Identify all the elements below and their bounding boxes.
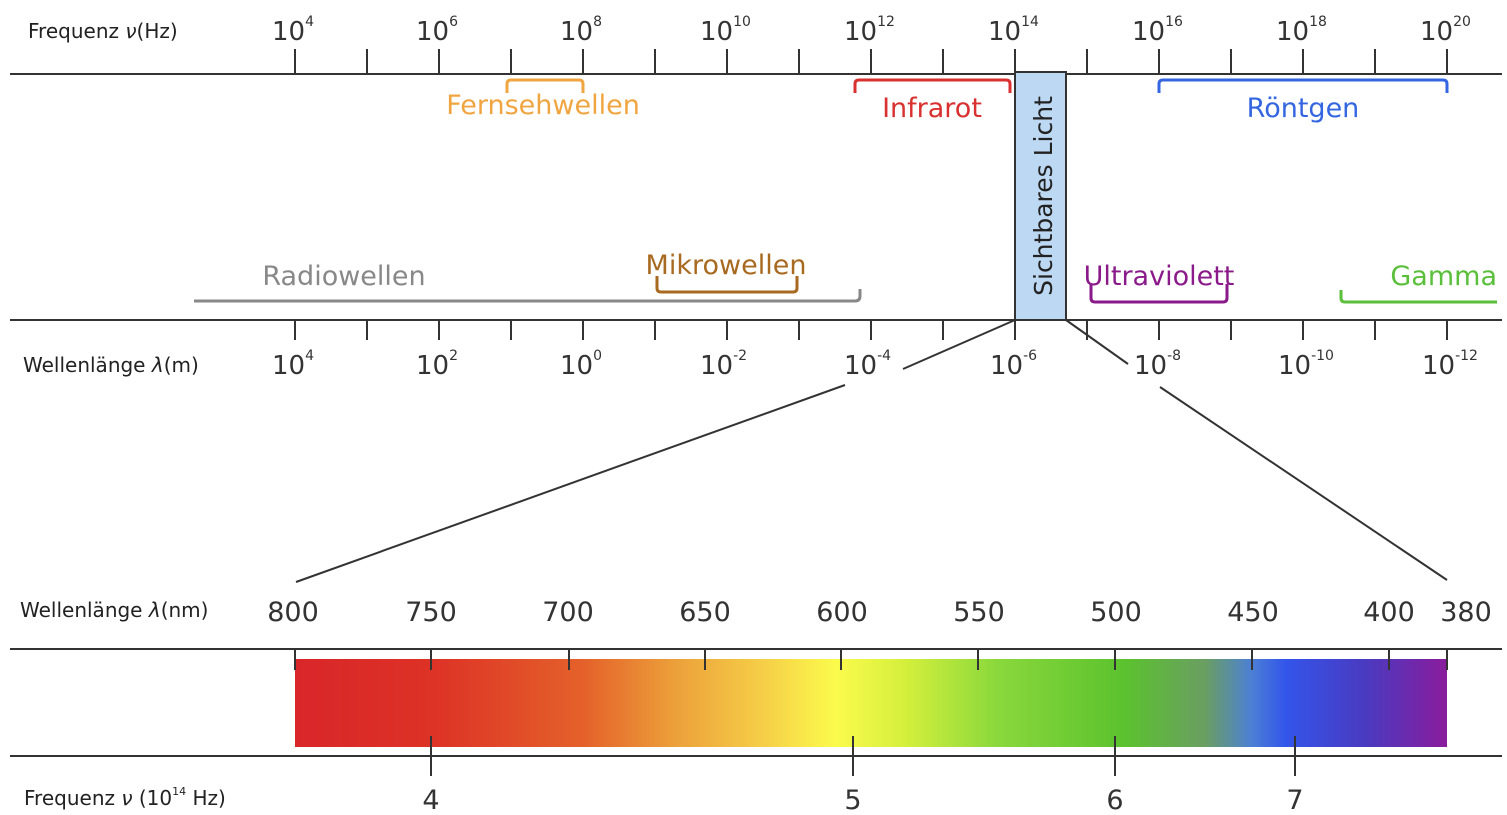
wavelength-tick-label: 10-6 <box>990 348 1037 381</box>
zoom-line-right-lower <box>1159 386 1448 581</box>
zoom-line-left-lower <box>295 384 846 583</box>
wavelength-tick-label: 10-8 <box>1134 348 1181 381</box>
nm-tick-label: 600 <box>816 597 868 628</box>
roentgen-label: Röntgen <box>1247 93 1360 124</box>
visible-frequency-tick-label: 4 <box>422 785 439 815</box>
visible-frequency-tick-label: 7 <box>1286 785 1303 815</box>
frequency-tick-label: 106 <box>416 14 458 47</box>
wavelength-ticks <box>294 320 1448 340</box>
wavelength-tick-label: 100 <box>560 348 602 381</box>
nm-tick-label: 400 <box>1363 597 1415 628</box>
ultraviolett-label: Ultraviolett <box>1084 261 1235 292</box>
visible-frequency-tick-label: 5 <box>844 785 861 815</box>
wavelength-tick-label: 10-4 <box>844 348 891 381</box>
fernsehwellen-bracket <box>505 78 585 93</box>
frequency-tick-labels: 104 106 108 1010 1012 1014 1016 1018 102… <box>272 14 1471 47</box>
frequency-tick-label: 1020 <box>1420 14 1471 47</box>
radiowellen-line <box>194 289 862 303</box>
frequency-tick-label: 1018 <box>1276 14 1327 47</box>
wavelength-tick-label: 102 <box>416 348 458 381</box>
visible-frequency-axis-title: Frequenz ν (1014 Hz) <box>24 785 226 810</box>
nm-tick-label: 650 <box>679 597 731 628</box>
visible-light-label: Sichtbares Licht <box>1029 96 1058 296</box>
wavelength-tick-label: 10-2 <box>700 348 747 381</box>
frequency-axis-title: Frequenz ν(Hz) <box>28 19 178 43</box>
nm-tick-label: 750 <box>405 597 457 628</box>
infrarot-bracket <box>853 78 1012 93</box>
nm-tick-label: 500 <box>1090 597 1142 628</box>
visible-light-box <box>1014 71 1067 321</box>
fernsehwellen-label: Fernsehwellen <box>446 90 640 121</box>
frequency-tick-label: 104 <box>272 14 314 47</box>
nm-tick-label: 800 <box>267 597 319 628</box>
infrarot-label: Infrarot <box>882 93 982 124</box>
zoom-line-left-upper <box>902 319 1016 370</box>
nm-tick-label: 380 <box>1440 597 1492 628</box>
nm-tick-label: 550 <box>953 597 1005 628</box>
mikrowellen-label: Mikrowellen <box>646 250 807 281</box>
frequency-tick-label: 108 <box>560 14 602 47</box>
gamma-bracket <box>1339 290 1497 304</box>
visible-spectrum-bar <box>295 659 1447 747</box>
frequency-tick-label: 1010 <box>700 14 751 47</box>
visible-frequency-tick-label: 6 <box>1106 785 1123 815</box>
wavelength-tick-labels: 104 102 100 10-2 10-4 10-6 10-8 10-10 10… <box>272 348 1478 381</box>
zoom-line-right-upper <box>1065 319 1129 365</box>
roentgen-bracket <box>1157 78 1449 93</box>
wavelength-tick-label: 10-10 <box>1278 348 1334 381</box>
ultraviolett-bracket <box>1089 284 1229 304</box>
radiowellen-label: Radiowellen <box>262 261 425 292</box>
nm-tick-label: 700 <box>542 597 594 628</box>
frequency-tick-label: 1016 <box>1132 14 1183 47</box>
visible-wavelength-axis-title: Wellenlänge λ(nm) <box>20 598 208 622</box>
visible-frequency-ticks <box>430 736 1296 776</box>
nm-tick-labels: 800 750 700 650 600 550 500 450 400 380 <box>267 597 1492 628</box>
nm-ticks <box>294 649 1448 670</box>
mikrowellen-bracket <box>655 276 799 294</box>
nm-tick-label: 450 <box>1227 597 1279 628</box>
wavelength-tick-label: 104 <box>272 348 314 381</box>
visible-frequency-tick-labels: 4 5 6 7 <box>422 785 1303 815</box>
wavelength-tick-label: 10-12 <box>1422 348 1478 381</box>
frequency-tick-label: 1012 <box>844 14 895 47</box>
frequency-ticks <box>294 49 1448 74</box>
gamma-label: Gamma <box>1390 261 1497 292</box>
wavelength-axis-title: Wellenlänge λ(m) <box>23 353 199 377</box>
frequency-tick-label: 1014 <box>988 14 1039 47</box>
